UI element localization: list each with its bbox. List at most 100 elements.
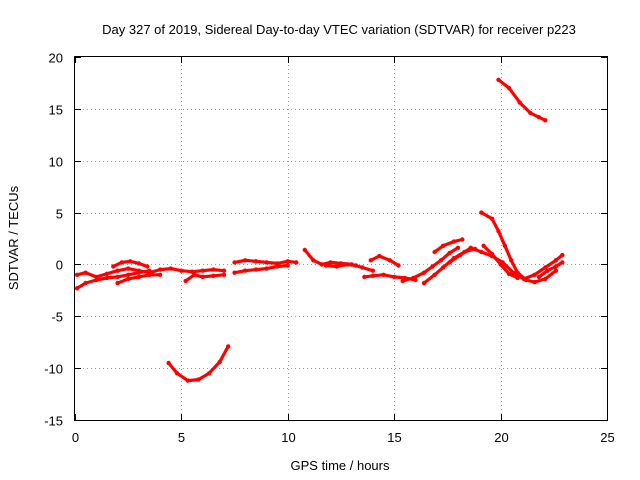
- y-tick-label: -5: [51, 310, 63, 325]
- y-tick-label: 20: [49, 51, 63, 66]
- data-point: [200, 268, 205, 273]
- data-point: [460, 237, 465, 242]
- y-tick-label: 10: [49, 155, 63, 170]
- data-series-track-p: [447, 246, 564, 281]
- x-tick-label: 20: [494, 430, 508, 445]
- data-point: [396, 263, 401, 268]
- data-point: [232, 270, 237, 275]
- data-point: [362, 274, 367, 280]
- data-point: [253, 267, 259, 272]
- data-point: [502, 243, 508, 248]
- data-point: [479, 210, 484, 215]
- data-point: [185, 378, 190, 383]
- data-point: [183, 278, 188, 284]
- data-point: [496, 77, 501, 83]
- data-point: [157, 267, 163, 272]
- data-point: [206, 371, 212, 376]
- data-point: [496, 229, 501, 234]
- data-point: [136, 270, 141, 275]
- data-point: [285, 263, 290, 268]
- data-point: [447, 260, 452, 265]
- data-point: [479, 249, 484, 255]
- y-tick-label: 0: [56, 258, 63, 273]
- data-point: [532, 272, 537, 277]
- data-point: [432, 249, 437, 255]
- data-point: [115, 274, 120, 280]
- data-point: [211, 267, 216, 272]
- chart-title: Day 327 of 2019, Sidereal Day-to-day VTE…: [102, 22, 576, 37]
- data-point: [136, 274, 141, 280]
- data-point: [126, 276, 131, 282]
- data-point: [264, 260, 269, 265]
- data-point: [370, 268, 376, 273]
- data-point: [553, 264, 559, 269]
- data-point: [104, 271, 110, 276]
- data-point: [200, 274, 205, 280]
- data-point: [174, 371, 180, 376]
- x-axis-label: GPS time / hours: [291, 458, 390, 473]
- data-point: [421, 270, 427, 275]
- data-point: [74, 272, 80, 277]
- data-point: [232, 260, 237, 265]
- data-point: [509, 258, 514, 263]
- x-tick-label: 25: [600, 430, 614, 445]
- data-point: [387, 258, 393, 263]
- data-point: [481, 243, 486, 248]
- data-point: [515, 275, 520, 281]
- data-point: [294, 260, 299, 265]
- data-point: [440, 243, 446, 248]
- data-point: [275, 264, 280, 269]
- series-layer: [74, 77, 565, 383]
- data-point: [189, 269, 195, 274]
- data-point: [543, 118, 548, 123]
- data-point: [368, 258, 373, 263]
- data-point: [440, 265, 446, 270]
- data-point: [83, 280, 88, 286]
- data-point: [147, 272, 152, 277]
- data-point: [311, 258, 316, 263]
- data-point: [432, 272, 437, 277]
- data-point: [217, 359, 222, 365]
- data-point: [243, 258, 248, 263]
- data-point: [458, 252, 463, 258]
- data-point: [166, 360, 171, 366]
- data-point: [517, 100, 522, 105]
- data-point: [400, 278, 405, 284]
- data-point: [302, 247, 307, 253]
- data-point: [196, 377, 201, 382]
- data-point: [126, 272, 131, 277]
- data-series-track-e: [184, 273, 226, 283]
- data-point: [430, 264, 435, 269]
- y-tick-label: -15: [44, 414, 63, 429]
- data-point: [221, 272, 227, 277]
- data-point: [489, 251, 495, 257]
- data-point: [145, 264, 150, 269]
- data-point: [455, 245, 461, 250]
- data-point: [136, 261, 141, 266]
- data-series-track-l: [369, 254, 401, 268]
- data-point: [553, 268, 559, 273]
- data-point: [543, 265, 548, 270]
- data-point: [168, 266, 173, 271]
- data-point: [370, 273, 376, 278]
- data-point: [528, 110, 533, 116]
- data-point: [115, 280, 120, 286]
- data-point: [111, 264, 116, 269]
- data-point: [243, 268, 248, 273]
- data-point: [319, 262, 324, 267]
- data-point: [221, 268, 227, 273]
- data-series-track-t: [496, 78, 547, 122]
- data-point: [381, 272, 386, 277]
- data-series-track-s: [537, 260, 564, 279]
- data-point: [285, 259, 290, 264]
- data-point: [553, 258, 559, 263]
- data-point: [128, 259, 133, 264]
- data-series-track-q: [479, 211, 558, 284]
- plot-frame: [74, 56, 608, 421]
- data-point: [438, 258, 444, 263]
- data-point: [498, 262, 503, 267]
- data-point: [411, 275, 416, 281]
- x-tick-label: 5: [178, 430, 185, 445]
- data-point: [489, 216, 495, 221]
